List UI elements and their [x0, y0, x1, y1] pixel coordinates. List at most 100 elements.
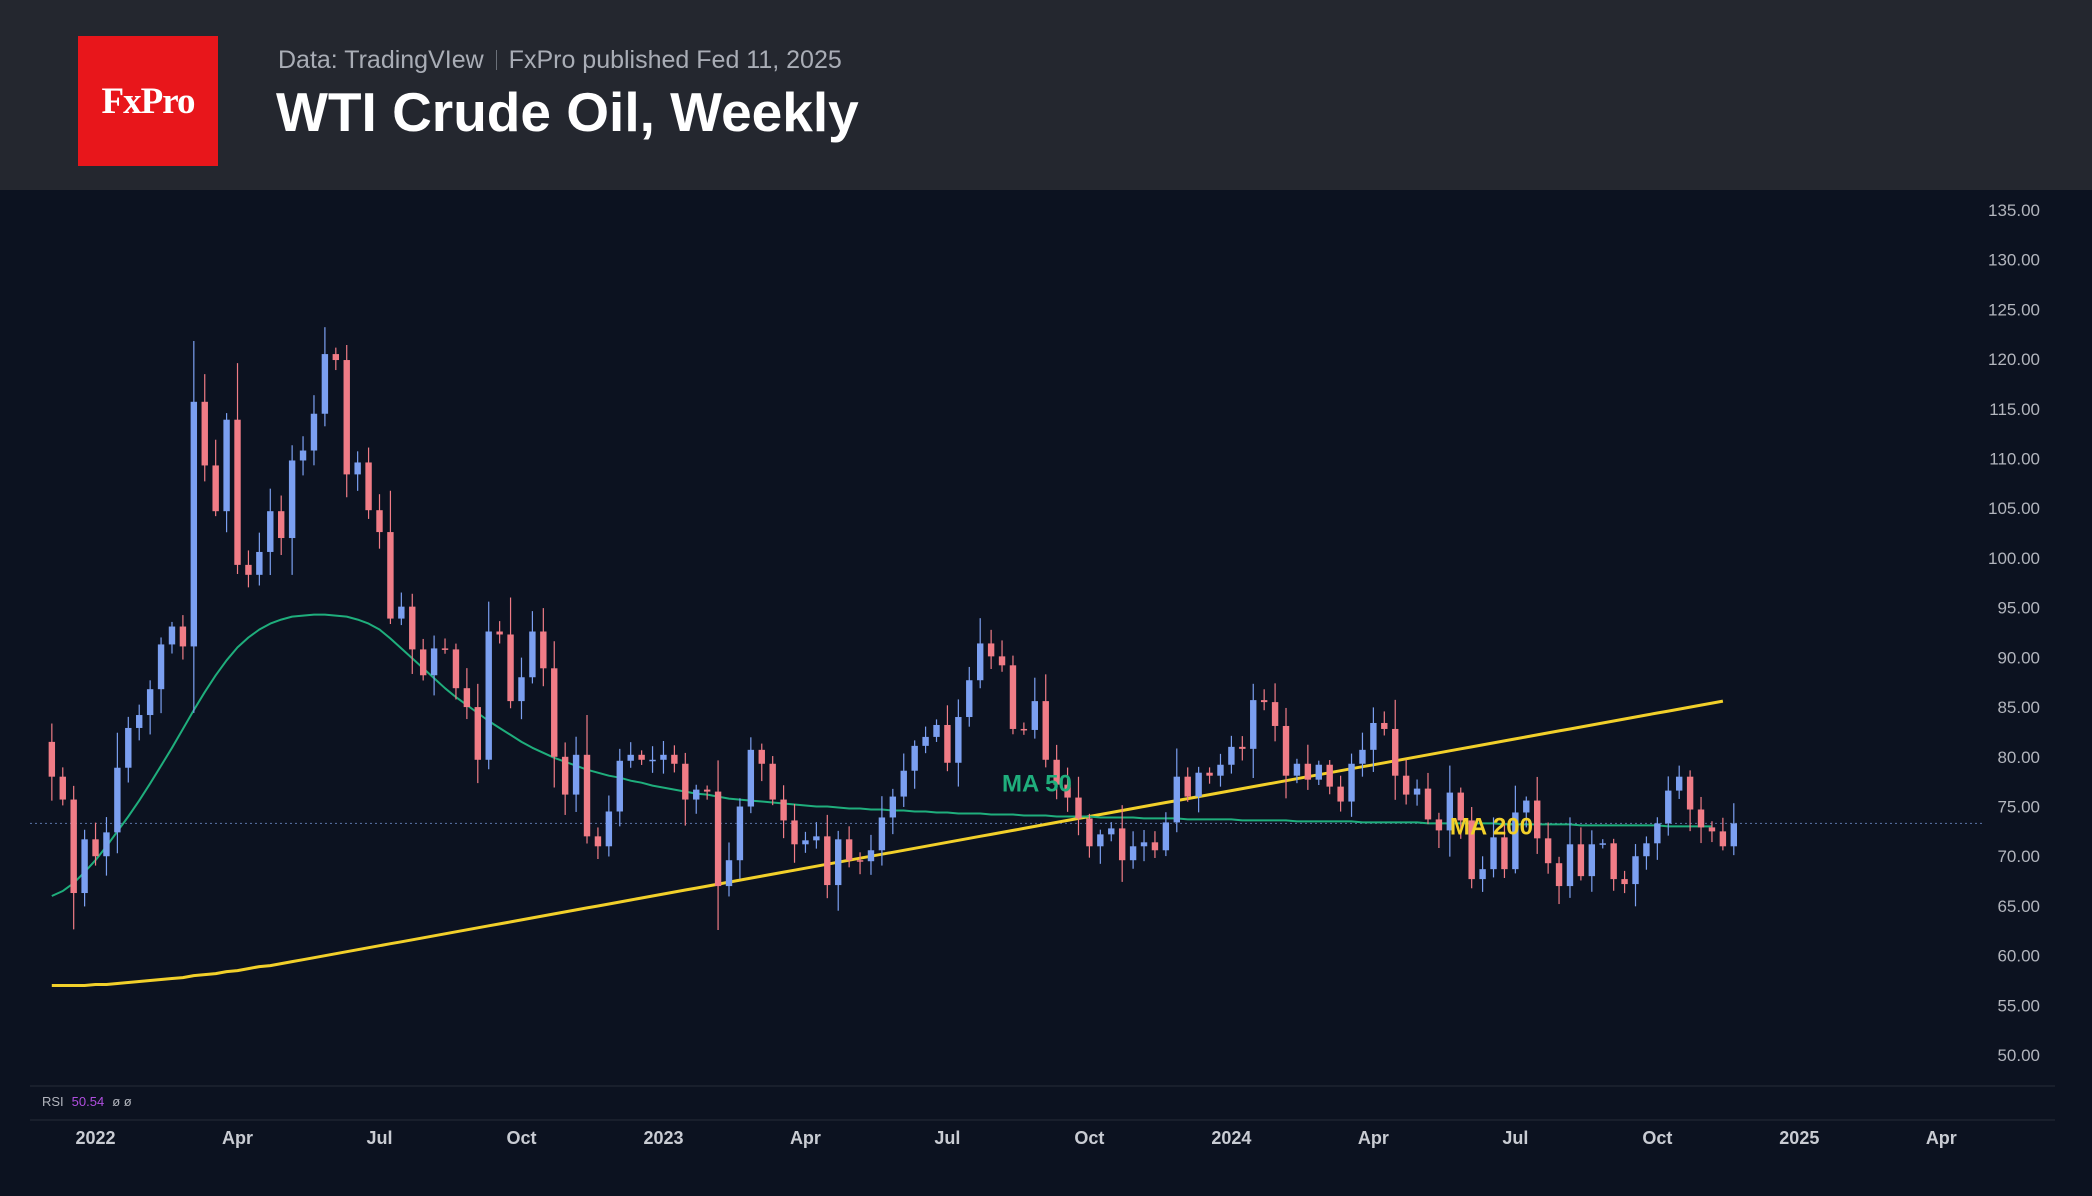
- candle: [682, 752, 689, 826]
- candle-body: [736, 806, 744, 861]
- candle: [223, 413, 230, 533]
- candle-body: [1523, 800, 1530, 813]
- candle: [802, 831, 809, 853]
- candle: [922, 726, 929, 754]
- candle: [190, 341, 198, 713]
- candle-body: [1402, 775, 1410, 795]
- candle: [1523, 796, 1530, 828]
- x-tick-year: 2022: [76, 1128, 116, 1148]
- candle-body: [1577, 844, 1585, 877]
- candle-body: [856, 860, 864, 862]
- price-chart[interactable]: 135.00 130.00 125.00 120.00 115.00 110.00 105.…: [0, 190, 2092, 1196]
- logo-text: FxPro: [101, 80, 196, 122]
- y-tick-label: 135.00: [1988, 201, 2040, 220]
- candle-body: [1490, 837, 1497, 870]
- candle: [103, 817, 110, 876]
- candle: [518, 657, 525, 720]
- candle: [81, 829, 88, 907]
- candle-body: [70, 799, 77, 894]
- candle: [845, 826, 853, 868]
- candle-body: [146, 689, 154, 716]
- candle: [299, 436, 307, 476]
- candle-body: [1304, 763, 1312, 780]
- candle: [1697, 796, 1705, 844]
- candle-body: [1435, 819, 1443, 831]
- candle: [1588, 830, 1596, 892]
- candle-body: [463, 688, 471, 708]
- rsi-value: 50.54: [72, 1094, 105, 1109]
- candle-body: [1118, 828, 1126, 861]
- candle-body: [725, 860, 733, 887]
- candle: [1424, 772, 1432, 825]
- candle: [900, 753, 907, 807]
- candle: [387, 490, 394, 624]
- candle-body: [627, 754, 634, 761]
- candle: [1173, 748, 1180, 833]
- candle: [485, 601, 492, 770]
- candle-body: [802, 840, 809, 845]
- candle-body: [136, 715, 143, 728]
- candle-body: [1708, 827, 1716, 832]
- candle-body: [944, 724, 951, 763]
- candle: [638, 750, 645, 765]
- candle: [867, 834, 875, 875]
- published-date: FxPro published Fed 11, 2025: [508, 46, 842, 74]
- candle-body: [485, 631, 492, 760]
- candle: [256, 532, 263, 586]
- candle: [1042, 674, 1049, 768]
- candle-body: [845, 839, 853, 861]
- candle-body: [398, 606, 405, 619]
- candle-body: [1654, 823, 1661, 844]
- candle-body: [1479, 869, 1486, 880]
- candle: [398, 592, 405, 626]
- candle-body: [256, 551, 263, 575]
- candle: [1577, 827, 1585, 881]
- candle: [976, 618, 984, 689]
- candle: [758, 743, 765, 782]
- candle-body: [288, 460, 296, 539]
- candle-body: [1566, 844, 1574, 887]
- candle-body: [234, 419, 241, 565]
- candle-body: [966, 680, 973, 718]
- candle: [561, 742, 569, 815]
- candle-body: [835, 839, 842, 886]
- candle-body: [48, 741, 56, 777]
- candle: [911, 740, 918, 789]
- candle: [1250, 683, 1257, 778]
- candle-body: [376, 510, 383, 533]
- candle: [343, 345, 350, 498]
- candle-body: [1632, 856, 1639, 885]
- candle: [419, 638, 427, 681]
- ma50-label: MA 50: [1002, 771, 1072, 798]
- candle-body: [1719, 831, 1727, 847]
- x-tick-year: 2023: [643, 1128, 683, 1148]
- candle: [1184, 767, 1191, 802]
- candle: [955, 699, 962, 787]
- candle-body: [1544, 838, 1552, 864]
- candle: [496, 621, 503, 644]
- candle: [59, 767, 66, 806]
- candle-body: [561, 756, 569, 795]
- x-tick-month: Oct: [1074, 1128, 1104, 1148]
- candle: [736, 798, 744, 879]
- candle-body: [660, 754, 667, 760]
- candle: [616, 748, 623, 827]
- candle: [627, 742, 634, 768]
- candle-body: [179, 626, 187, 647]
- candle: [1086, 813, 1093, 858]
- candle: [474, 683, 481, 784]
- candle-body: [878, 817, 886, 851]
- candle-body: [1675, 776, 1683, 791]
- candle-body: [1315, 764, 1322, 780]
- candle: [1064, 767, 1071, 812]
- candle: [278, 495, 285, 555]
- meta-separator: [495, 50, 497, 70]
- candle: [463, 668, 471, 720]
- candle-body: [365, 462, 372, 511]
- candle-body: [452, 649, 460, 689]
- candle-body: [299, 450, 307, 461]
- candle-body: [1501, 837, 1508, 870]
- candle: [987, 629, 995, 669]
- candle-body: [103, 832, 110, 857]
- candle: [725, 842, 733, 897]
